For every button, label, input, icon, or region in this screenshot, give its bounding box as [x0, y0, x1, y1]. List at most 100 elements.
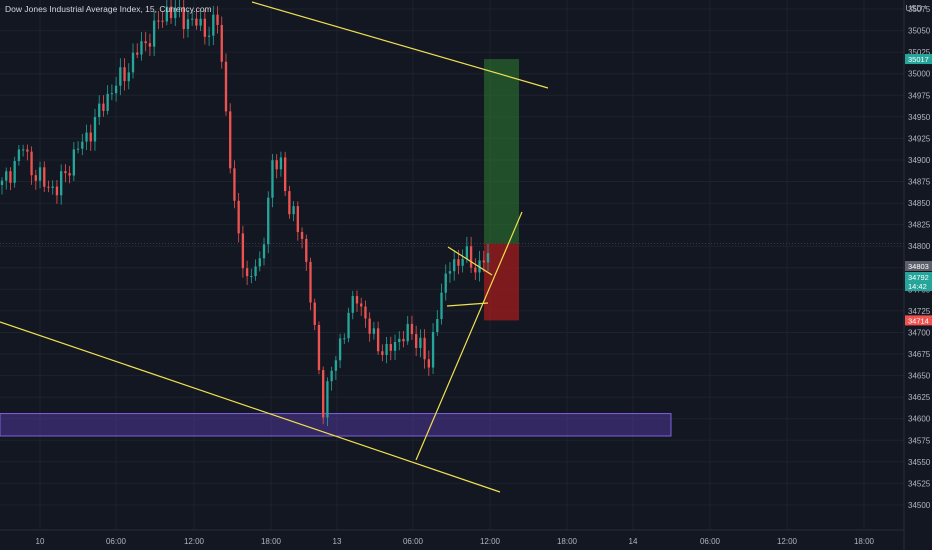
candle-body	[131, 52, 135, 73]
candle-body	[148, 43, 152, 47]
candle-body	[55, 186, 59, 196]
price-tick-label: 34975	[908, 91, 931, 100]
candle-body	[123, 67, 126, 82]
candle-body	[453, 259, 456, 272]
candle-body	[207, 35, 211, 37]
candle-body	[165, 6, 168, 22]
price-tick-label: 34900	[908, 156, 931, 165]
time-axis-bar	[0, 530, 932, 550]
candle-body	[326, 381, 329, 418]
candle-body	[292, 206, 295, 215]
time-tick-label: 12:00	[777, 537, 798, 546]
candle-series[interactable]	[0, 0, 490, 427]
candle-body	[360, 303, 363, 307]
price-tick-label: 35000	[908, 70, 931, 79]
candle-body	[389, 344, 392, 351]
candle-body	[330, 370, 333, 382]
price-tick-label: 34650	[908, 372, 931, 381]
upper-trend-line[interactable]	[251, 1, 549, 89]
candle-body	[174, 8, 177, 19]
currency-label[interactable]: USD ᴵ	[905, 4, 926, 13]
candle-body	[482, 260, 485, 263]
long-target-zone[interactable]	[484, 59, 519, 244]
candle-body	[245, 268, 249, 277]
candle-body	[419, 337, 422, 348]
price-tick-label: 34725	[908, 307, 931, 316]
price-tick-label: 34600	[908, 415, 931, 424]
candle-body	[457, 259, 460, 266]
candle-body	[9, 171, 12, 183]
drawing-zones[interactable]	[0, 59, 672, 437]
candle-body	[233, 168, 236, 201]
candle-body	[229, 111, 232, 169]
price-tick-label: 34800	[908, 242, 931, 251]
candle-body	[440, 292, 443, 320]
candle-body	[212, 14, 215, 36]
chart-title: Dow Jones Industrial Average Index, 15, …	[5, 4, 212, 14]
candle-body	[191, 18, 194, 20]
candle-body	[21, 149, 25, 151]
price-tick-label: 34950	[908, 113, 931, 122]
price-badge	[905, 261, 932, 271]
candle-body	[114, 85, 118, 94]
candle-body	[68, 173, 71, 176]
candle-body	[152, 20, 156, 47]
candle-body	[283, 157, 287, 192]
candle-body	[110, 93, 114, 95]
price-tick-label: 35025	[908, 48, 931, 57]
pennant-lower-line[interactable]	[446, 302, 489, 307]
candle-body	[5, 171, 8, 181]
price-axis[interactable]: 35075 35050 35025 35000 34975 34950 34925 34900…	[908, 5, 931, 510]
time-tick-label: 12:00	[480, 537, 501, 546]
time-tick-label: 12:00	[184, 537, 205, 546]
time-tick-label: 13	[333, 537, 342, 546]
rising-support-line[interactable]	[415, 211, 523, 461]
candle-body	[85, 132, 88, 142]
candle-body	[60, 171, 63, 196]
candle-body	[51, 186, 54, 188]
trend-lines[interactable]	[0, 1, 549, 493]
candle-body	[309, 261, 312, 303]
candle-body	[385, 344, 388, 355]
candle-body	[322, 370, 325, 418]
price-badge-label: 34714	[908, 316, 929, 325]
demand-zone[interactable]	[0, 413, 672, 437]
candle-body	[13, 160, 16, 183]
candle-body	[161, 20, 164, 22]
candle-body	[127, 72, 130, 82]
candle-body	[423, 337, 426, 360]
pennant-upper-line[interactable]	[447, 246, 493, 276]
candle-body	[368, 318, 371, 334]
candle-body	[195, 18, 198, 26]
price-tick-label: 34675	[908, 350, 931, 359]
candle-body	[38, 167, 42, 181]
grid-lines	[0, 0, 904, 530]
candle-body	[393, 342, 397, 351]
candle-body	[178, 7, 181, 9]
candle-body	[465, 246, 469, 259]
lower-trend-line[interactable]	[0, 321, 501, 493]
candle-body	[267, 197, 270, 245]
candle-body	[72, 149, 76, 176]
candle-body	[275, 160, 278, 170]
candle-body	[410, 323, 414, 335]
price-badge-label: 34792	[908, 273, 929, 282]
price-badge	[905, 315, 932, 326]
candle-body	[76, 148, 80, 150]
candle-body	[216, 14, 219, 25]
long-stop-zone[interactable]	[484, 243, 519, 321]
candle-body	[250, 276, 253, 278]
candle-body	[372, 328, 376, 334]
candle-body	[98, 103, 101, 118]
price-tick-label: 34500	[908, 501, 931, 510]
time-tick-label: 14	[629, 537, 638, 546]
price-badge	[905, 272, 932, 282]
candle-body	[169, 6, 173, 19]
price-tick-label: 34525	[908, 479, 931, 488]
candle-body	[427, 359, 430, 368]
candle-body	[136, 52, 139, 55]
time-axis[interactable]: 10 06:00 12:00 18:00 13 06:00 12:00 18:00 14 06:0…	[36, 537, 875, 546]
